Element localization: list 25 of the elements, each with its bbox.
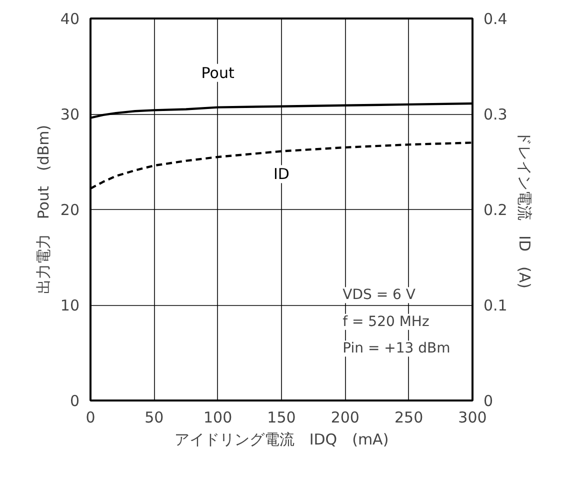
x-tick-label: 250 xyxy=(394,408,424,426)
series-label: ID xyxy=(274,165,290,184)
x-tick-label: 0 xyxy=(86,408,96,426)
y-tick-label: 30 xyxy=(60,106,80,124)
x-tick-label: 300 xyxy=(458,408,487,426)
annotation: Pin = +13 dBm xyxy=(342,340,450,357)
y2-tick-label: 0 xyxy=(484,392,494,410)
y-tick-label: 40 xyxy=(60,10,80,28)
annotation: f = 520 MHz xyxy=(342,314,430,330)
y2-tick-label: 0.4 xyxy=(484,10,508,28)
y2-axis-title: ドレイン電流 ID (A) xyxy=(515,130,534,288)
y2-tick-label: 0.1 xyxy=(484,296,508,314)
x-tick-label: 150 xyxy=(267,408,296,426)
x-tick-label: 200 xyxy=(330,408,360,426)
x-tick-label: 100 xyxy=(204,408,232,426)
y-tick-label: 20 xyxy=(60,201,80,219)
y2-tick-label: 0.3 xyxy=(484,106,508,124)
y2-tick-label: 0.2 xyxy=(484,201,508,219)
y-tick-label: 0 xyxy=(70,392,80,410)
y-axis-title: 出力電力 Pout (dBm) xyxy=(34,124,52,294)
series-label: Pout xyxy=(201,64,234,82)
y-tick-label: 10 xyxy=(60,296,80,314)
annotation: VDS = 6 V xyxy=(342,287,416,304)
x-axis-title: アイドリング電流 IDQ (mA) xyxy=(174,430,389,448)
x-tick-label: 50 xyxy=(144,408,164,426)
